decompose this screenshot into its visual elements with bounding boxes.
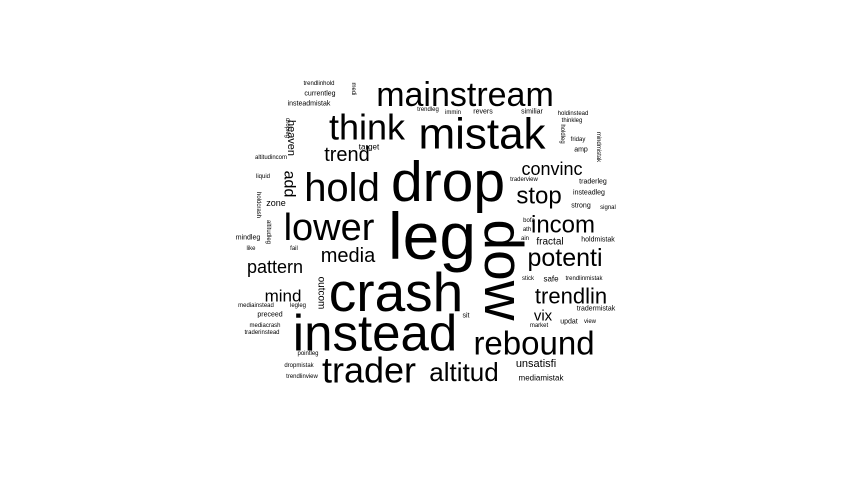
cloud-word-potenti: potenti: [527, 244, 602, 272]
cloud-word-market: market: [530, 323, 549, 329]
cloud-word-thinkleg: thinkleg: [562, 118, 583, 124]
cloud-word-think: think: [329, 107, 406, 148]
cloud-word-revers: revers: [473, 109, 493, 116]
cloud-word-altitudincom: altitudincom: [255, 155, 287, 161]
cloud-word-trendlin: trendlin: [535, 284, 607, 309]
cloud-word-pattern: pattern: [247, 257, 303, 277]
cloud-word-similiar: similiar: [521, 109, 543, 116]
cloud-word-trendleg: trendleg: [417, 107, 439, 113]
cloud-word-traderview: traderview: [510, 177, 538, 183]
cloud-word-dow: dow: [473, 220, 535, 321]
cloud-word-sit: sit: [463, 313, 470, 320]
cloud-word-mindmistak: mindmistak: [595, 132, 601, 163]
cloud-word-traderinstead: traderinstead: [244, 330, 279, 336]
cloud-word-amp: amp: [574, 147, 588, 154]
cloud-word-altitudleg: altitudleg: [265, 220, 271, 244]
cloud-word-trend: trend: [324, 144, 370, 166]
cloud-word-rebound: rebound: [473, 325, 594, 362]
cloud-word-crash: crash: [329, 261, 464, 323]
cloud-word-drop: drop: [391, 150, 505, 214]
cloud-word-legleg: legleg: [290, 303, 306, 309]
cloud-word-view: view: [584, 319, 597, 325]
cloud-word-zone: zone: [266, 198, 286, 208]
cloud-word-stop: stop: [516, 183, 561, 210]
cloud-word-add: add: [281, 171, 298, 198]
cloud-word-stick: stick: [522, 276, 535, 282]
cloud-word-trendlinview: trendlinview: [286, 374, 318, 380]
cloud-word-mediacrash: mediacrash: [249, 323, 280, 329]
cloud-word-pointleg: pointleg: [297, 351, 318, 357]
cloud-word-signal: signal: [600, 205, 616, 211]
cloud-word-trader: trader: [322, 350, 416, 391]
cloud-word-vix: vix: [534, 308, 553, 325]
cloud-word-mistak: mistak: [418, 110, 546, 159]
cloud-word-strong: strong: [571, 203, 591, 210]
cloud-word-holdmistak: holdmistak: [581, 237, 615, 244]
cloud-word-fail: fail: [290, 246, 298, 252]
cloud-word-bofa: bofa: [523, 218, 535, 224]
cloud-word-mindleg: mindleg: [236, 235, 261, 242]
cloud-word-incom: incom: [531, 212, 595, 239]
cloud-word-preceed: preceed: [257, 312, 282, 319]
cloud-word-friday: friday: [571, 137, 586, 143]
cloud-word-dropmistak: dropmistak: [284, 363, 314, 369]
cloud-word-lower: lower: [284, 207, 375, 249]
cloud-word-ath: ath: [523, 227, 531, 233]
cloud-word-traderleg: traderleg: [579, 179, 607, 186]
cloud-word-mediainstead: mediainstead: [238, 303, 274, 309]
cloud-word-heaven: heaven: [285, 120, 297, 156]
cloud-word-outcom: outcom: [316, 277, 327, 310]
cloud-word-insteadmistak: insteadmistak: [288, 101, 331, 108]
cloud-word-holdleg: holdleg: [559, 124, 565, 143]
cloud-word-insteadleg: insteadleg: [573, 190, 605, 197]
cloud-word-mainstream: mainstream: [376, 76, 554, 114]
cloud-word-ain: ain: [521, 236, 529, 242]
cloud-word-safe: safe: [543, 275, 559, 284]
cloud-word-trendlinhold: trendlinhold: [303, 81, 334, 87]
cloud-word-hold: hold: [304, 166, 380, 210]
cloud-word-tradermistak: tradermistak: [577, 306, 616, 313]
cloud-word-holdinstead: holdinstead: [558, 111, 589, 117]
cloud-word-updat: updat: [560, 319, 578, 326]
cloud-word-leg: leg: [388, 199, 476, 273]
cloud-word-fractal: fractal: [536, 237, 563, 248]
cloud-word-unsatisfi: unsatisfi: [516, 358, 556, 370]
cloud-word-dropleg: dropleg: [284, 118, 290, 138]
cloud-word-altitud: altitud: [429, 357, 498, 387]
cloud-word-target: target: [359, 143, 380, 152]
cloud-word-like: like: [246, 246, 256, 252]
cloud-word-mind: mind: [265, 287, 302, 306]
cloud-word-currentleg: currentleg: [304, 91, 335, 98]
cloud-word-convinc: convinc: [521, 159, 582, 179]
cloud-word-mediamistak: mediamistak: [519, 374, 565, 383]
cloud-word-immin: immin: [445, 110, 461, 116]
cloud-word-holdcrash: holdcrash: [255, 192, 261, 218]
cloud-word-medi: medi: [350, 82, 356, 95]
cloud-word-media: media: [321, 245, 376, 267]
cloud-word-liquid: liquid: [256, 174, 270, 180]
cloud-word-instead: instead: [293, 305, 457, 362]
cloud-word-trendlinmistak: trendlinmistak: [565, 276, 603, 282]
